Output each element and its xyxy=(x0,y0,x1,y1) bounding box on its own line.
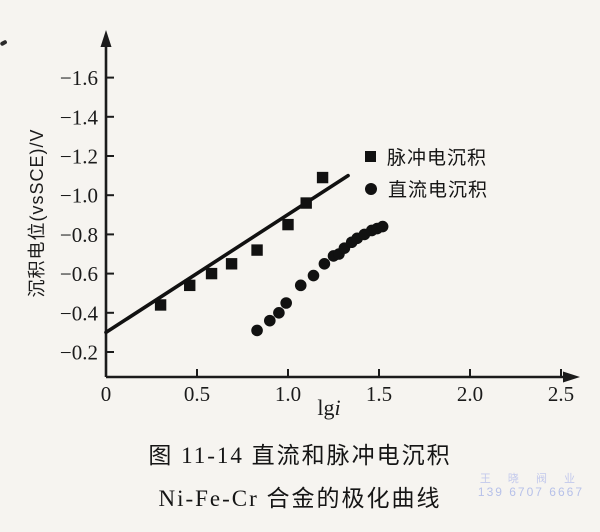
x-tick-label: 0.5 xyxy=(184,382,210,406)
circle-data-point xyxy=(264,314,276,327)
circle-data-point xyxy=(273,307,285,319)
y-tick-label: −1.6 xyxy=(60,66,98,90)
y-tick-label: −1.4 xyxy=(60,105,99,129)
x-tick-label: 1.0 xyxy=(275,382,301,406)
figure-caption-line2: Ni-Fe-Cr 合金的极化曲线 xyxy=(158,486,442,511)
y-axis-ticks: −1.6 −1.4 −1.2 −1.0 −0.8 −0.6 −0.4 −0.2 xyxy=(60,66,114,365)
data-points xyxy=(154,171,389,337)
circle-data-point xyxy=(318,258,331,270)
legend: 脉冲电沉积 直流电沉积 xyxy=(365,143,488,202)
figure-caption-line1: 图 11-14 直流和脉冲电沉积 xyxy=(148,443,452,468)
legend-label-dc: 直流电沉积 xyxy=(388,180,489,201)
circle-marker-icon xyxy=(365,182,377,195)
square-data-point xyxy=(154,299,167,311)
square-marker-icon xyxy=(365,151,376,162)
square-data-point xyxy=(300,197,312,209)
y-axis-arrow-icon xyxy=(100,30,112,47)
y-tick-label: −1.0 xyxy=(60,184,98,208)
legend-item-pulse: 脉冲电沉积 xyxy=(365,143,488,170)
x-axis-title: lgi xyxy=(297,395,361,421)
legend-item-dc: 直流电沉积 xyxy=(365,175,488,202)
circle-data-point xyxy=(307,269,320,282)
y-tick-label: −0.8 xyxy=(60,223,98,247)
square-data-point xyxy=(225,258,238,270)
y-tick-label: −0.4 xyxy=(60,301,99,325)
square-data-point xyxy=(184,279,196,292)
x-axis-arrow-icon xyxy=(563,371,580,383)
watermark-phone: 139 6707 6667 xyxy=(477,484,584,499)
y-tick-label: −1.2 xyxy=(60,145,98,169)
x-axis-title-i: i xyxy=(334,395,341,420)
circle-data-point xyxy=(251,324,263,337)
square-data-point xyxy=(205,267,218,280)
x-axis-title-lg: lg xyxy=(317,395,335,420)
square-data-point xyxy=(282,218,294,231)
x-axis-ticks: 0 0.5 1.0 1.5 2.0 2.5 xyxy=(101,369,574,406)
circle-data-point xyxy=(294,279,307,292)
square-data-point xyxy=(251,244,263,256)
y-tick-label: −0.6 xyxy=(60,262,98,286)
y-tick-label: −0.2 xyxy=(60,341,98,365)
square-data-point xyxy=(316,171,329,184)
x-tick-label: 0 xyxy=(101,382,112,406)
x-tick-label: 2.5 xyxy=(548,382,574,406)
watermark: 王 晓 阀 业 139 6707 6667 xyxy=(478,473,584,499)
legend-label-pulse: 脉冲电沉积 xyxy=(387,148,488,169)
x-tick-label: 1.5 xyxy=(366,382,392,406)
watermark-name: 王 晓 阀 业 xyxy=(479,473,583,485)
y-axis-title: 沉积电位(vsSCE)/V xyxy=(27,128,47,298)
circle-data-point xyxy=(376,220,389,233)
x-tick-label: 2.0 xyxy=(457,382,483,406)
circle-data-point xyxy=(280,297,292,309)
